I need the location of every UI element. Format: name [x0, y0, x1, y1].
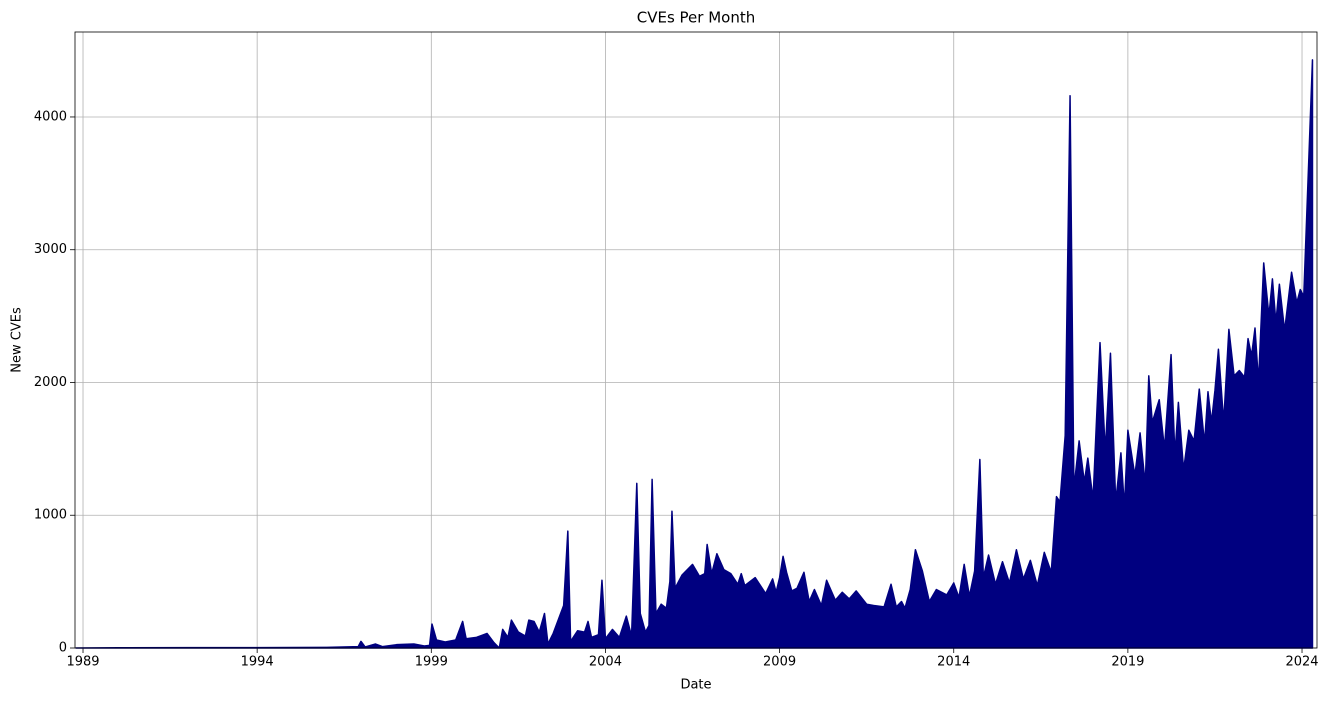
y-tick-label: 1000 — [34, 508, 67, 523]
y-tick-label: 4000 — [34, 109, 67, 124]
x-tick-label: 2014 — [937, 655, 970, 670]
x-tick-label: 1999 — [415, 655, 448, 670]
x-tick-label: 1994 — [241, 655, 274, 670]
x-axis-label: Date — [680, 678, 711, 693]
plot-frame — [74, 31, 1318, 649]
y-tick-label: 0 — [59, 641, 67, 656]
y-tick-label: 3000 — [34, 242, 67, 257]
area — [75, 59, 1314, 649]
x-tick-label: 2024 — [1285, 655, 1318, 670]
chart-title: CVEs Per Month — [637, 9, 755, 27]
x-tick-label: 1989 — [66, 655, 99, 670]
y-axis-label: New CVEs — [10, 307, 25, 373]
x-tick-label: 2009 — [763, 655, 796, 670]
x-tick-label: 2004 — [589, 655, 622, 670]
x-tick-label: 2019 — [1111, 655, 1144, 670]
y-tick-label: 2000 — [34, 375, 67, 390]
